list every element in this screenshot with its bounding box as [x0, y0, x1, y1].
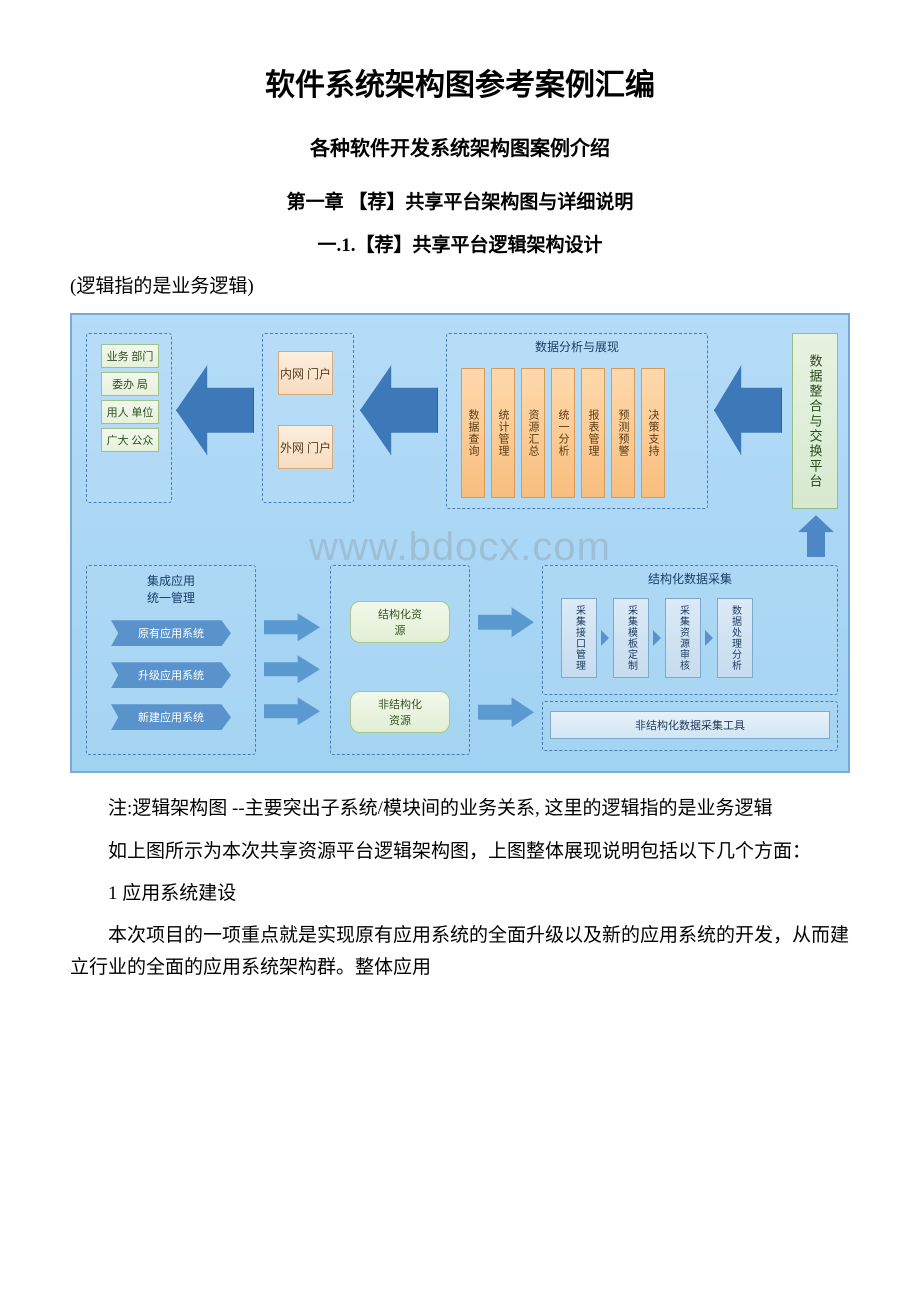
flow-arrow-icon	[176, 365, 254, 455]
audience-panel: 业务 部门 委办 局 用人 单位 广大 公众	[86, 333, 172, 503]
audience-item: 委办 局	[101, 372, 159, 396]
note-paragraph: 注:逻辑架构图 --主要突出子系统/模块间的业务关系, 这里的逻辑指的是业务逻辑	[70, 793, 850, 825]
analysis-bar: 预测预警	[611, 368, 635, 498]
doc-title: 软件系统架构图参考案例汇编	[70, 60, 850, 104]
watermark-text: www.bdocx.com	[72, 525, 848, 570]
mgmt-title: 集成应用 统一管理	[87, 572, 255, 606]
analysis-bar: 资源汇总	[521, 368, 545, 498]
mini-arrow-icon	[601, 630, 609, 646]
flow-arrow-icon	[264, 697, 320, 725]
collect-step: 采集模板定制	[613, 598, 649, 678]
audience-item: 业务 部门	[101, 344, 159, 368]
flow-arrow-icon	[360, 365, 438, 455]
flow-arrow-icon	[264, 655, 320, 683]
mgmt-panel: 集成应用 统一管理 原有应用系统 升级应用系统 新建应用系统	[86, 565, 256, 755]
mgmt-chevron: 原有应用系统	[111, 620, 231, 646]
unstructured-resource: 非结构化 资源	[350, 691, 450, 733]
portal-internal: 内网 门户	[278, 351, 333, 395]
body-paragraph: 本次项目的一项重点就是实现原有应用系统的全面升级以及新的应用系统的开发，从而建立…	[70, 920, 850, 985]
analysis-bar: 统计管理	[491, 368, 515, 498]
analysis-bar: 报表管理	[581, 368, 605, 498]
flow-arrow-icon	[264, 613, 320, 641]
unstruct-tool-bar: 非结构化数据采集工具	[550, 711, 830, 739]
architecture-diagram: www.bdocx.com 业务 部门 委办 局 用人 单位 广大 公众 内网 …	[70, 313, 850, 773]
analysis-panel: 数据分析与展现 数据查询 统计管理 资源汇总 统一分析 报表管理 预测预警 决策…	[446, 333, 708, 509]
analysis-title: 数据分析与展现	[447, 338, 707, 355]
doc-subtitle: 各种软件开发系统架构图案例介绍	[70, 132, 850, 161]
body-paragraph: 如上图所示为本次共享资源平台逻辑架构图，上图整体展现说明包括以下几个方面：	[70, 836, 850, 868]
structured-resource: 结构化资 源	[350, 601, 450, 643]
intro-line: (逻辑指的是业务逻辑)	[70, 271, 850, 303]
collect-step: 采集接口管理	[561, 598, 597, 678]
struct-collect-panel: 结构化数据采集 采集接口管理 采集模板定制 采集资源审核 数据处理分析	[542, 565, 838, 695]
audience-item: 用人 单位	[101, 400, 159, 424]
collect-step: 数据处理分析	[717, 598, 753, 678]
mgmt-chevron: 升级应用系统	[111, 662, 231, 688]
portal-external: 外网 门户	[278, 425, 333, 469]
analysis-bar: 统一分析	[551, 368, 575, 498]
mgmt-chevron: 新建应用系统	[111, 704, 231, 730]
collect-step: 采集资源审核	[665, 598, 701, 678]
section-heading: 一.1.【荐】共享平台逻辑架构设计	[70, 230, 850, 257]
struct-collect-title: 结构化数据采集	[543, 570, 837, 587]
flow-arrow-icon	[478, 607, 534, 637]
flow-arrow-icon	[478, 697, 534, 727]
audience-item: 广大 公众	[101, 428, 159, 452]
exchange-platform: 数据整合与交换平台	[792, 333, 838, 509]
analysis-bar: 决策支持	[641, 368, 665, 498]
chapter-heading: 第一章 【荐】共享平台架构图与详细说明	[70, 187, 850, 214]
flow-arrow-icon	[714, 365, 782, 455]
body-paragraph: 1 应用系统建设	[70, 878, 850, 910]
mini-arrow-icon	[653, 630, 661, 646]
analysis-bar: 数据查询	[461, 368, 485, 498]
mini-arrow-icon	[705, 630, 713, 646]
up-arrow-icon	[798, 515, 834, 557]
